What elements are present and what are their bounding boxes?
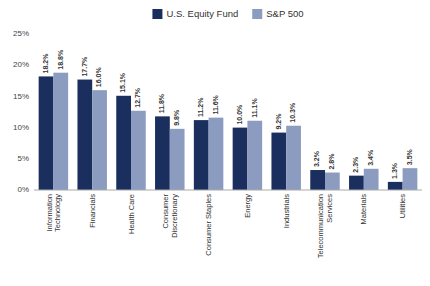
bar <box>170 129 185 190</box>
bar <box>349 176 364 190</box>
x-tick-label: Materials <box>359 194 368 225</box>
data-label: 9.2% <box>275 113 282 130</box>
data-label: 2.3% <box>352 156 359 173</box>
bar <box>364 169 379 190</box>
y-tick-label: 10% <box>13 123 29 132</box>
x-tick-label: Industrials <box>282 194 291 228</box>
data-label: 3.2% <box>313 150 320 167</box>
y-tick-label: 15% <box>13 92 29 101</box>
legend-label: U.S. Equity Fund <box>166 8 238 19</box>
bar <box>155 116 170 190</box>
x-tick-label: TelecommunicationServices <box>316 194 334 258</box>
bar <box>194 120 209 190</box>
x-tick-label: Consumer Staples <box>204 194 213 256</box>
y-tick-label: 25% <box>13 29 29 38</box>
data-label: 12.7% <box>134 87 141 108</box>
bar <box>388 182 403 190</box>
data-label: 15.1% <box>119 72 126 93</box>
chart: 0% 5% 10% 15% 20% 25% 18.2% 17.7% 15.1% 11.8% 11.2… <box>0 0 430 286</box>
bar <box>209 118 224 190</box>
x-tick-label: Utilities <box>398 194 407 218</box>
bar <box>53 73 68 190</box>
data-label: 17.7% <box>81 56 88 77</box>
data-label: 2.8% <box>328 153 335 170</box>
legend: U.S. Equity Fund S&P 500 <box>152 8 303 19</box>
data-label: 1.3% <box>391 162 398 179</box>
bar <box>310 170 325 190</box>
bar <box>403 168 418 190</box>
x-tick-label: InformationTechnology <box>45 194 63 232</box>
data-label: 11.6% <box>212 94 219 114</box>
data-label: 10.3% <box>289 102 296 123</box>
bar <box>116 96 131 190</box>
x-tick-label: Health Care <box>127 194 136 234</box>
bar <box>131 111 146 190</box>
data-label: 9.8% <box>173 109 180 126</box>
bar <box>77 80 92 190</box>
bar <box>286 126 301 190</box>
data-label: 11.8% <box>158 93 165 113</box>
bar <box>247 121 262 190</box>
legend-swatch <box>252 9 262 19</box>
data-label: 10.0% <box>236 104 243 125</box>
bar <box>271 133 286 190</box>
bars <box>39 73 418 190</box>
y-tick-label: 0% <box>17 185 29 194</box>
legend-swatch <box>152 9 162 19</box>
bar <box>92 90 107 190</box>
data-label: 18.8% <box>57 49 64 70</box>
bar <box>233 128 248 190</box>
y-tick-label: 20% <box>13 60 29 69</box>
bar <box>39 76 54 190</box>
data-labels: 18.2% 17.7% 15.1% 11.8% 11.2% 10.0% 9.2% 3.2% 2.… <box>42 49 413 179</box>
x-axis-line <box>34 190 422 191</box>
data-label: 3.4% <box>367 149 374 166</box>
data-label: 11.2% <box>197 97 204 117</box>
bar <box>325 173 340 190</box>
x-tick-label: Energy <box>243 194 252 218</box>
data-label: 11.1% <box>251 97 258 117</box>
x-tick-label: Financials <box>88 194 97 228</box>
legend-label: S&P 500 <box>266 8 303 19</box>
data-label: 16.0% <box>95 67 102 88</box>
data-label: 18.2% <box>42 53 49 74</box>
x-tick-label: ConsumerDiscretionary <box>161 194 179 238</box>
data-label: 3.5% <box>406 148 413 165</box>
y-tick-label: 5% <box>17 154 29 163</box>
